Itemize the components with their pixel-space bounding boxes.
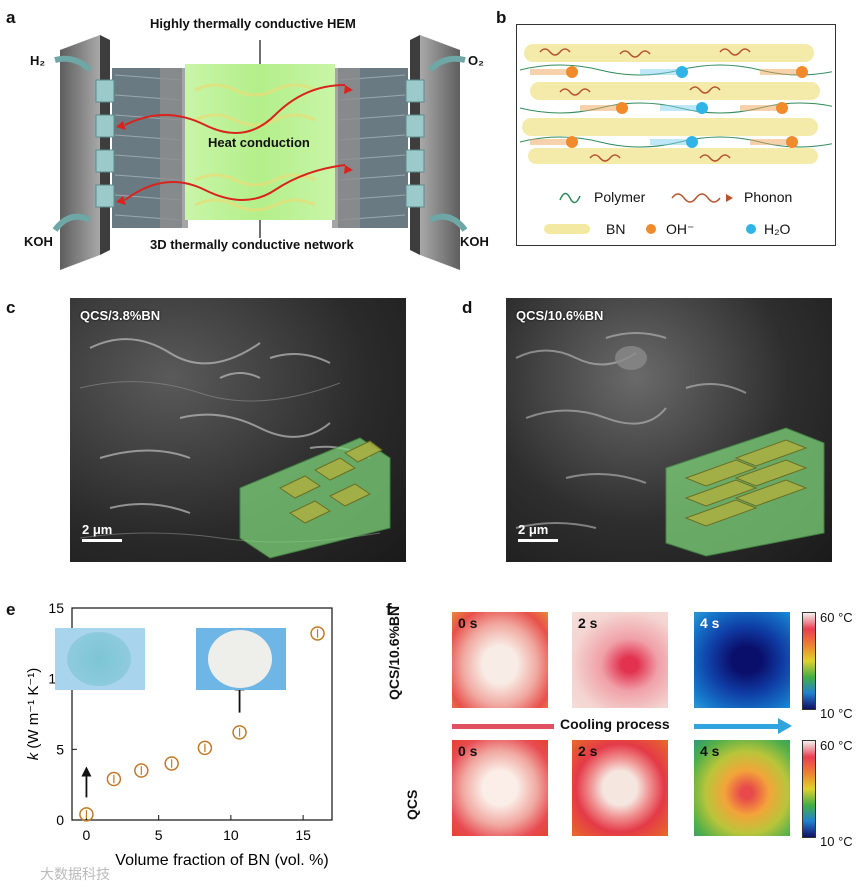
scalebar-c: 2 μm — [82, 522, 122, 542]
sample-photo-high — [196, 628, 286, 690]
data-point — [197, 740, 213, 756]
sem-d-label: QCS/10.6%BN — [516, 308, 604, 323]
koh-left-label: KOH — [24, 234, 53, 249]
time-label: 0 s — [458, 743, 478, 759]
cooling-arrow-icon — [778, 718, 792, 734]
time-label: 2 s — [578, 615, 598, 631]
hem-title: Highly thermally conductive HEM — [150, 16, 356, 31]
data-point — [106, 771, 122, 787]
arrow-head-icon — [81, 766, 92, 777]
h2o-legend-dot — [746, 224, 756, 234]
panel-letter-f: f — [386, 600, 392, 619]
data-point — [310, 626, 325, 641]
time-label: 2 s — [578, 743, 598, 759]
sample-photo-low — [55, 628, 145, 690]
colorbar-top — [802, 612, 816, 710]
electrolyzer-schematic — [52, 35, 468, 270]
y-tick-label: 0 — [56, 812, 64, 828]
network-label: 3D thermally conductive network — [150, 237, 354, 252]
panel-letter-c: c — [6, 298, 16, 317]
sem-image-d: QCS/10.6%BN 2 μm — [506, 298, 832, 562]
panel-b-box — [516, 24, 836, 246]
conductivity-chart: 051015051015Volume fraction of BN (vol. … — [25, 600, 333, 869]
y-tick-label: 15 — [48, 600, 64, 616]
thermal-qcsbn-4s: 4 s — [694, 612, 790, 708]
scalebar-d: 2 μm — [518, 522, 558, 542]
thermal-qcsbn-0s: 0 s — [452, 612, 548, 708]
bn-polymer-schematic — [520, 44, 832, 164]
data-point — [232, 725, 247, 740]
y-axis-label: k (W m⁻¹ K⁻¹) — [25, 668, 42, 760]
watermark: 大数据科技 — [40, 866, 110, 882]
legend-polymer: Polymer — [594, 189, 646, 205]
heat-conduction-label: Heat conduction — [208, 135, 310, 150]
cooling-bar-right — [694, 724, 778, 729]
row1-label: QCS/10.6%BN — [386, 605, 402, 700]
x-axis-label: Volume fraction of BN (vol. %) — [115, 852, 328, 869]
membrane — [185, 64, 335, 220]
x-tick-label: 0 — [83, 827, 91, 843]
panel-letter-a: a — [6, 8, 16, 27]
y-tick-label: 5 — [56, 741, 64, 757]
colorbar-bottom — [802, 740, 816, 838]
sem-c-label: QCS/3.8%BN — [80, 308, 161, 323]
oh-legend-dot — [646, 224, 656, 234]
thermal-qcsbn-2s: 2 s — [572, 612, 668, 708]
panel-letter-e: e — [6, 600, 16, 619]
colorbar-top-max: 60 °C — [820, 610, 853, 625]
left-end-plate — [60, 35, 100, 270]
time-label: 0 s — [458, 615, 478, 631]
x-tick-label: 10 — [223, 827, 239, 843]
data-point — [164, 756, 179, 771]
thermal-qcs-2s: 2 s — [572, 740, 668, 836]
o2-label: O₂ — [468, 53, 484, 68]
row2-label: QCS — [404, 789, 420, 820]
right-end-plate — [420, 35, 460, 270]
colorbar-top-min: 10 °C — [820, 706, 853, 721]
colorbar-bottom-min: 10 °C — [820, 834, 853, 849]
data-point — [79, 807, 94, 822]
sample-disc-low — [67, 632, 131, 686]
phonon-legend-icon — [671, 193, 733, 203]
data-point — [134, 763, 149, 778]
legend-oh: OH⁻ — [666, 221, 695, 237]
x-tick-label: 5 — [155, 827, 163, 843]
thermal-qcs-0s: 0 s — [452, 740, 548, 836]
legend-bn: BN — [606, 221, 626, 237]
scalebar-d-text: 2 μm — [518, 522, 549, 537]
plot-frame — [71, 607, 333, 821]
sem-image-c: QCS/3.8%BN 2 μm — [70, 298, 406, 562]
legend-phonon: Phonon — [744, 189, 793, 205]
polymer-legend-icon — [559, 192, 581, 204]
bn-legend-swatch — [544, 224, 590, 234]
legend-h2o: H₂O — [764, 221, 791, 237]
heat-arrow — [124, 84, 346, 134]
h2-label: H₂ — [30, 53, 46, 68]
koh-right-label: KOH — [460, 234, 489, 249]
sample-disc-high — [208, 630, 272, 688]
time-label: 4 s — [700, 743, 720, 759]
panel-letter-d: d — [462, 298, 473, 317]
thermal-qcs-4s: 4 s — [694, 740, 790, 836]
cooling-bar-left — [452, 724, 554, 729]
panel-letter-b: b — [496, 8, 507, 27]
colorbar-bottom-max: 60 °C — [820, 738, 853, 753]
scalebar-c-text: 2 μm — [82, 522, 113, 537]
heat-arrow — [124, 164, 346, 201]
time-label: 4 s — [700, 615, 720, 631]
x-tick-label: 15 — [295, 827, 311, 843]
cooling-label: Cooling process — [560, 716, 670, 732]
